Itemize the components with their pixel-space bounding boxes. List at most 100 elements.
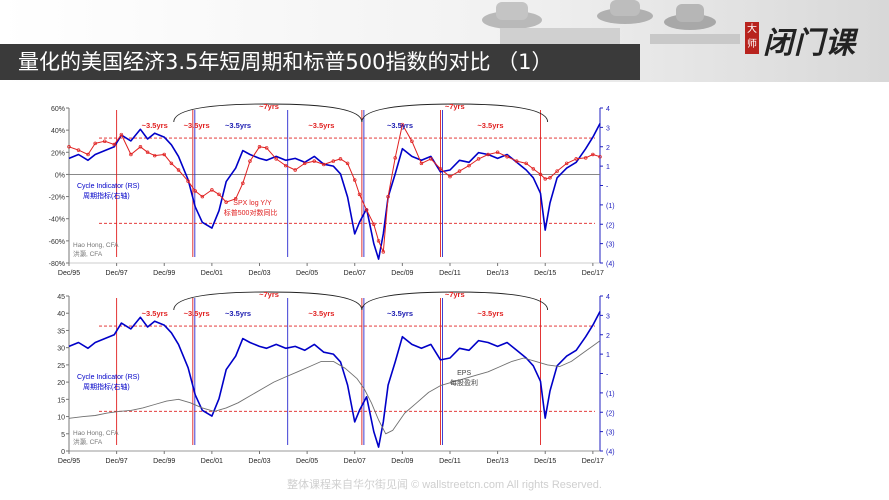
author-credit-cn: 洪灝, CFA <box>73 249 103 258</box>
right-tick-label: (3) <box>606 430 615 437</box>
spx-yoy-point <box>169 161 174 166</box>
spx-yoy-point <box>457 169 462 173</box>
spx-yoy-point <box>264 146 269 150</box>
long-cycle-arc <box>361 103 549 123</box>
chart-top: 60% 40% 20% 0% -20% -40% -60% -80% 4 3 2 1 - (1) (2) (3… <box>49 102 615 277</box>
right-tick-label: (1) <box>606 203 615 210</box>
spx-yoy-point <box>591 152 595 157</box>
right-tick-label: 3 <box>606 313 610 320</box>
cycle-label-red: ~3.5yrs <box>477 121 503 130</box>
spx-yoy-point <box>224 200 228 204</box>
spx-yoy-point <box>543 177 547 181</box>
spx-yoy-point <box>555 169 559 173</box>
spx-yoy-point <box>352 178 357 182</box>
cycle-label-blue: ~3.5yrs <box>225 121 251 130</box>
right-tick-label: (2) <box>606 410 615 417</box>
spx-yoy-point <box>67 144 71 149</box>
spx-yoy-point <box>217 192 221 197</box>
spx-yoy-point <box>410 139 414 143</box>
x-tick-label: Dec/17 <box>582 270 604 277</box>
x-tick-label: Dec/97 <box>106 458 128 465</box>
spx-yoy-point <box>102 139 107 143</box>
left-tick-label: 40% <box>51 128 65 135</box>
logo-seal: 大师 <box>745 22 759 54</box>
spx-yoy-point <box>138 144 143 149</box>
spx-yoy-point <box>376 239 381 243</box>
cycle-label-red: ~3.5yrs <box>142 309 168 318</box>
long-cycle-label: ~7yrs <box>259 102 279 111</box>
right-tick-label: 3 <box>606 125 610 132</box>
right-tick-label: (1) <box>606 391 615 398</box>
left-tick-label: 25 <box>57 363 65 370</box>
spx-yoy-point <box>302 161 307 166</box>
spx-yoy-point <box>400 122 405 127</box>
left-tick-label: -20% <box>49 195 65 202</box>
spx-yoy-point <box>283 163 288 168</box>
spx-yoy-point <box>381 250 386 254</box>
x-tick-label: Dec/01 <box>201 270 223 277</box>
x-tick-label: Dec/09 <box>391 270 413 277</box>
brand-logo: 大师 闭门课 <box>745 18 877 62</box>
spx-yoy-point <box>574 157 578 161</box>
logo-text: 闭门课 <box>763 26 856 61</box>
spx-yoy-point <box>345 161 350 166</box>
long-cycle-arc <box>173 103 363 123</box>
left-tick-label: 10 <box>57 415 65 422</box>
right-tick-label: (3) <box>606 242 615 249</box>
left-tick-label: 20 <box>57 380 65 387</box>
spx-yoy-point <box>467 163 471 168</box>
spx-yoy-point <box>598 154 602 159</box>
spx-yoy-point <box>538 172 543 177</box>
x-tick-label: Dec/15 <box>534 458 556 465</box>
spx-yoy-point <box>112 142 116 147</box>
right-tick-label: 2 <box>606 333 610 340</box>
left-tick-label: -80% <box>49 261 65 268</box>
right-tick-label: 1 <box>606 164 610 171</box>
x-tick-label: Dec/11 <box>439 458 461 465</box>
left-tick-label: 60% <box>51 106 65 113</box>
author-credit-cn: 洪灝, CFA <box>73 437 103 446</box>
long-cycle-label: ~7yrs <box>445 290 465 299</box>
cycle-indicator-line <box>68 311 601 448</box>
page-title: 量化的美国经济3.5年短周期和标普500指数的对比 （1） <box>0 44 640 80</box>
spx-yoy-point <box>531 167 536 171</box>
x-tick-label: Dec/03 <box>248 458 270 465</box>
spx-yoy-point <box>338 157 343 161</box>
legend-cycle-indicator: Cycle Indicator (RS) <box>77 374 140 381</box>
x-tick-label: Dec/13 <box>487 270 509 277</box>
spx-yoy-point <box>145 150 150 155</box>
spx-yoy-point <box>76 148 81 152</box>
cycle-label-red: ~3.5yrs <box>308 309 334 318</box>
x-tick-label: Dec/95 <box>58 270 80 277</box>
right-tick-label: 4 <box>606 106 610 113</box>
right-tick-label: 4 <box>606 294 610 301</box>
right-tick-label: (4) <box>606 449 615 456</box>
spx-yoy-point <box>200 194 205 199</box>
spx-yoy-point <box>86 152 90 157</box>
x-tick-label: Dec/15 <box>534 270 556 277</box>
left-tick-label: 40 <box>57 311 65 318</box>
spx-yoy-point <box>186 179 190 183</box>
left-tick-label: 0% <box>55 172 65 179</box>
spx-yoy-point <box>514 159 519 163</box>
x-tick-label: Dec/07 <box>344 270 366 277</box>
spx-yoy-line <box>68 124 601 253</box>
cycle-label-blue: ~3.5yrs <box>387 309 413 318</box>
spx-yoy-point <box>248 159 252 163</box>
spx-yoy-point <box>372 222 376 226</box>
cycle-label-blue: ~3.5yrs <box>225 309 251 318</box>
spx-yoy-point <box>322 162 326 167</box>
chart-bottom: 45 40 35 30 25 20 15 10 5 0 4 3 2 1 - (1) (2) (3) (4) Dec/9… <box>57 290 615 465</box>
eps-line <box>68 340 601 435</box>
legend-eps-cn: 每股盈利 <box>450 378 478 387</box>
right-tick-label: (2) <box>606 222 615 229</box>
spx-yoy-point <box>486 152 490 157</box>
spx-yoy-point <box>119 132 124 137</box>
cycle-label-red: ~3.5yrs <box>477 309 503 318</box>
x-tick-label: Dec/99 <box>153 270 175 277</box>
left-tick-label: -40% <box>49 217 65 224</box>
left-tick-label: 15 <box>57 397 65 404</box>
right-tick-label: 2 <box>606 145 610 152</box>
long-cycle-arc <box>361 291 549 311</box>
spx-yoy-point <box>495 150 500 155</box>
